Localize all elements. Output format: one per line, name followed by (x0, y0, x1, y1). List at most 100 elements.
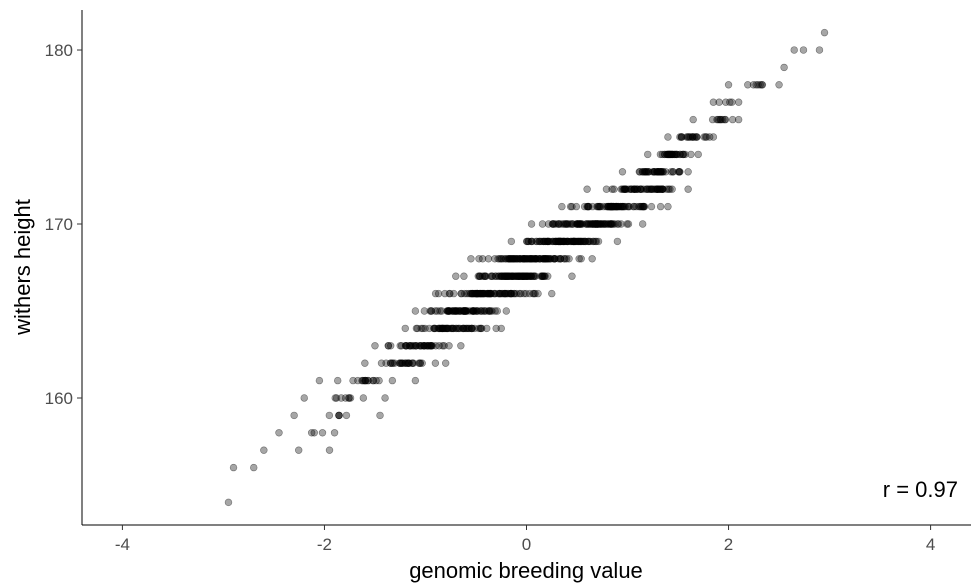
data-point (734, 115, 743, 124)
data-point (488, 307, 496, 315)
data-point (510, 255, 518, 263)
data-point (548, 237, 557, 246)
data-point (610, 185, 618, 193)
data-point (684, 168, 692, 176)
data-point (521, 255, 529, 263)
data-point (632, 202, 640, 211)
data-point (521, 272, 530, 280)
data-point (618, 202, 626, 211)
data-point (469, 289, 477, 298)
data-point (647, 185, 656, 193)
data-point (502, 272, 510, 280)
data-point (361, 359, 369, 367)
data-point (566, 220, 574, 228)
data-point (444, 307, 453, 315)
data-point (408, 359, 416, 367)
data-point (640, 168, 648, 176)
data-point (520, 255, 528, 263)
data-point (642, 168, 650, 176)
data-point (431, 359, 440, 367)
data-point (531, 272, 540, 280)
data-point (539, 255, 547, 263)
data-point (557, 237, 565, 246)
data-point (454, 307, 462, 315)
data-point (567, 237, 576, 246)
data-point (561, 237, 570, 246)
data-point (543, 255, 552, 263)
data-point (607, 220, 615, 228)
data-point (556, 255, 565, 263)
data-point (397, 342, 406, 350)
data-point (415, 359, 423, 367)
data-point (575, 237, 583, 246)
data-point (644, 185, 652, 193)
data-point (402, 342, 411, 350)
data-point (567, 237, 575, 246)
data-point (387, 359, 395, 367)
data-point (508, 255, 516, 263)
data-point (608, 220, 616, 228)
data-point (627, 185, 636, 193)
data-point (507, 272, 516, 280)
data-point (423, 342, 432, 350)
data-point (538, 272, 547, 280)
data-point (427, 342, 435, 350)
data-point (612, 202, 620, 211)
data-point (635, 202, 643, 211)
data-point (790, 46, 798, 54)
data-point (290, 411, 298, 420)
data-point (586, 220, 594, 228)
data-point (659, 168, 667, 176)
data-point (674, 168, 683, 176)
data-point (412, 342, 421, 350)
data-point (427, 342, 436, 350)
data-point (664, 150, 672, 159)
y-ticks: 160 170 180 (45, 41, 82, 408)
data-point (412, 342, 420, 350)
data-point (665, 150, 673, 159)
data-point (376, 411, 384, 420)
data-point (384, 342, 392, 350)
data-point (332, 394, 341, 402)
data-point (588, 220, 597, 228)
data-point (551, 237, 560, 246)
data-point (552, 237, 560, 246)
data-point (396, 342, 404, 350)
data-point (584, 202, 593, 211)
data-point (630, 185, 639, 193)
x-tick-label: -4 (115, 535, 130, 554)
data-point (560, 237, 568, 246)
data-point (607, 202, 615, 211)
data-point (526, 272, 535, 280)
data-point (479, 289, 488, 298)
data-point (445, 342, 453, 350)
data-point (654, 168, 663, 176)
data-point (564, 237, 572, 246)
data-point (483, 289, 491, 298)
data-point (461, 324, 470, 333)
data-point (535, 255, 544, 263)
data-point (438, 324, 447, 333)
data-point (519, 272, 528, 280)
data-point (541, 255, 550, 263)
data-point (519, 272, 527, 280)
data-point (527, 272, 535, 280)
data-point (524, 272, 532, 280)
data-point (443, 307, 451, 315)
data-point (384, 342, 393, 350)
data-point (478, 272, 487, 280)
data-point (358, 376, 366, 385)
data-point (441, 289, 449, 298)
data-point (655, 185, 664, 193)
data-point (560, 237, 568, 246)
data-point (557, 255, 565, 263)
data-point (459, 307, 467, 315)
data-point (577, 255, 585, 263)
data-point (530, 255, 538, 263)
data-point (421, 342, 429, 350)
data-point (667, 168, 675, 176)
data-point (724, 81, 733, 89)
data-point (606, 220, 614, 228)
data-point (471, 289, 479, 298)
